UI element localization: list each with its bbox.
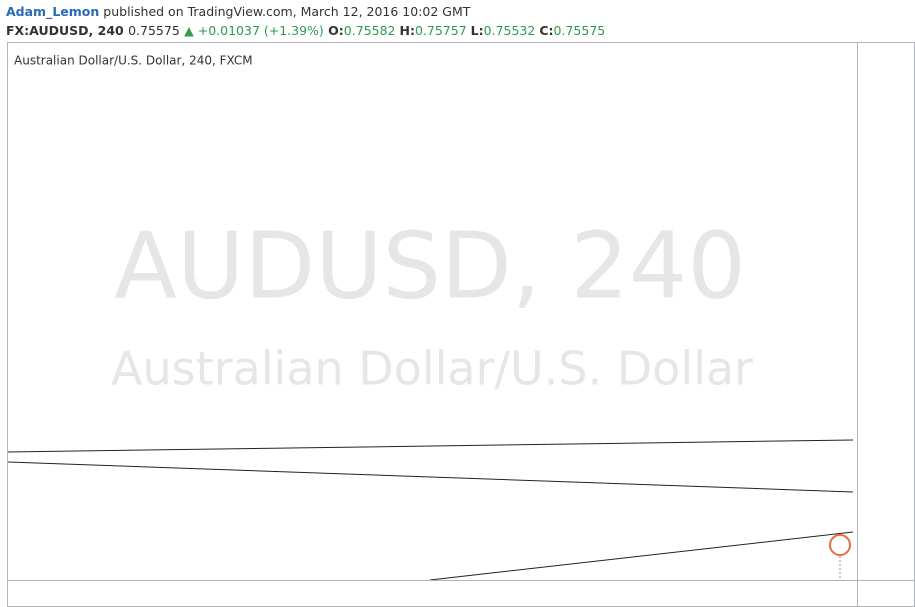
watermark: AUDUSD, 240	[114, 212, 746, 319]
legend: Australian Dollar/U.S. Dollar, 240, FXCM	[14, 54, 253, 68]
publish-line: Adam_Lemon published on TradingView.com,…	[6, 2, 609, 21]
trendlines	[8, 439, 854, 580]
symbol: FX:AUDUSD, 240	[6, 23, 124, 38]
watermark-sub: Australian Dollar/U.S. Dollar	[111, 342, 753, 396]
trendline	[8, 461, 854, 493]
event-icon[interactable]	[829, 534, 851, 556]
ohlc-key: O:	[328, 23, 344, 38]
ohlc-value: 0.75757	[414, 23, 467, 38]
ohlc-key: H:	[399, 23, 415, 38]
ohlc-key: C:	[539, 23, 554, 38]
trendline	[429, 531, 854, 580]
ohlc-value: 0.75582	[343, 23, 396, 38]
symbol-line: FX:AUDUSD, 240 0.75575 ▲ +0.01037 (+1.39…	[6, 21, 609, 40]
author[interactable]: Adam_Lemon	[6, 4, 100, 19]
frame	[7, 42, 915, 607]
ohlc-value: 0.75575	[553, 23, 606, 38]
last: 0.75575	[128, 23, 180, 38]
header: Adam_Lemon published on TradingView.com,…	[6, 2, 609, 40]
change: ▲ +0.01037 (+1.39%)	[184, 23, 324, 38]
trendline	[8, 439, 854, 453]
published: published on TradingView.com, March 12, …	[103, 4, 471, 19]
ohlc-key: L:	[470, 23, 484, 38]
ohlc: O:0.75582 H:0.75757 L:0.75532 C:0.75575	[328, 23, 609, 38]
ohlc-value: 0.75532	[483, 23, 536, 38]
